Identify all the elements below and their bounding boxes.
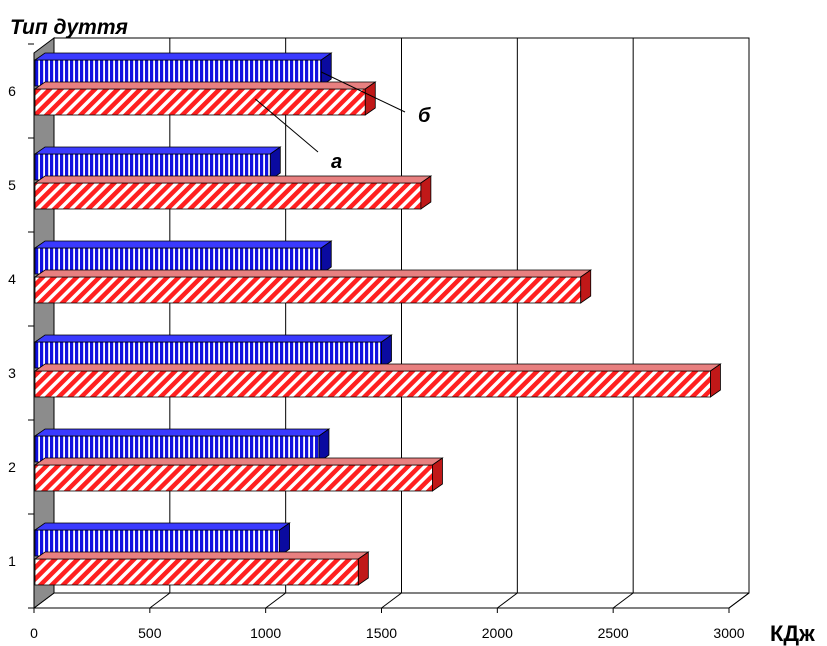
floor-line xyxy=(381,592,402,609)
bar-a-1 xyxy=(33,551,370,586)
y-tick-label: 6 xyxy=(8,83,16,99)
bar-a-1-front xyxy=(34,558,359,586)
x-tick-label: 2500 xyxy=(598,625,629,641)
bar-b-3-top xyxy=(33,334,393,343)
x-tick-label: 0 xyxy=(30,625,38,641)
annotation-label: б xyxy=(418,105,431,127)
bar-a-5-front xyxy=(34,182,422,210)
tick-labels: 0 500 1000 1500 2000 2500 3000 1 2 3 4 5 6 xyxy=(8,83,745,641)
y-tick-label: 3 xyxy=(8,365,16,381)
annotation-leader xyxy=(254,98,319,153)
bar-b-2-top xyxy=(33,428,331,437)
bar-a-5 xyxy=(33,175,433,210)
bar-a-1-top xyxy=(33,551,370,560)
y-axis-title: Тип дуття xyxy=(10,16,128,39)
bar-b-4-top xyxy=(33,240,333,249)
bar-a-4 xyxy=(33,269,593,304)
bar-b-2 xyxy=(33,428,331,463)
y-tick-label: 2 xyxy=(8,459,16,475)
x-tick-label: 1500 xyxy=(366,625,397,641)
bars-layer xyxy=(33,52,722,586)
bar-b-4-side xyxy=(320,240,332,275)
bar-a-4-top xyxy=(33,269,593,278)
bar-a-5-top xyxy=(33,175,433,184)
bar-b-4 xyxy=(33,240,333,275)
bar-a-2 xyxy=(33,457,444,492)
x-tick-label: 500 xyxy=(138,625,162,641)
bar-b-1-top xyxy=(33,522,291,531)
bar-a-4-front xyxy=(34,276,582,304)
y-tick-label: 5 xyxy=(8,177,16,193)
bar-a-4-side xyxy=(580,269,592,304)
bar-a-3-top xyxy=(33,363,722,372)
plot-side-wall xyxy=(33,37,55,609)
x-tick-label: 2000 xyxy=(482,625,513,641)
floor-line xyxy=(149,592,171,609)
bar-b-6 xyxy=(33,52,333,87)
y-tick-label: 1 xyxy=(8,553,16,569)
bar-b-5 xyxy=(33,146,282,181)
x-tick-label: 3000 xyxy=(713,625,744,641)
bar-b-5-top xyxy=(33,146,282,155)
annotations: ба xyxy=(254,71,431,173)
x-axis-title: КДж xyxy=(770,621,815,646)
bar-a-3 xyxy=(33,363,722,398)
bar-a-3-front xyxy=(34,370,711,398)
y-tick-label: 4 xyxy=(8,271,16,287)
bar-a-2-front xyxy=(34,464,433,492)
annotation-label: а xyxy=(331,151,342,173)
bar-a-2-side xyxy=(432,457,443,492)
annotation-leader xyxy=(321,71,406,113)
bar-b-3 xyxy=(33,334,393,369)
bar-b-1-side xyxy=(279,522,290,557)
bar-b-6-side xyxy=(320,52,332,87)
bar-b-2-side xyxy=(318,428,330,463)
bar-a-6 xyxy=(33,81,377,116)
bar-a-2-top xyxy=(33,457,444,466)
bar-a-5-side xyxy=(420,175,432,210)
floor-line xyxy=(612,592,634,609)
floor-line xyxy=(497,592,518,609)
x-tick-label: 1000 xyxy=(250,625,281,641)
bar-b-5-side xyxy=(269,146,281,181)
bar-b-6-top xyxy=(33,52,333,61)
bar-a-6-top xyxy=(33,81,377,90)
x-axis-end xyxy=(728,592,750,609)
bar-a-6-side xyxy=(364,81,376,116)
bar-a-6-front xyxy=(34,88,366,116)
bar-b-3-side xyxy=(381,334,392,369)
bar-a-3-side xyxy=(710,363,721,398)
bar-b-1 xyxy=(33,522,291,557)
axes xyxy=(28,43,750,613)
bar-a-1-side xyxy=(357,551,369,586)
floor-line xyxy=(265,592,286,609)
side-wall xyxy=(33,37,55,609)
